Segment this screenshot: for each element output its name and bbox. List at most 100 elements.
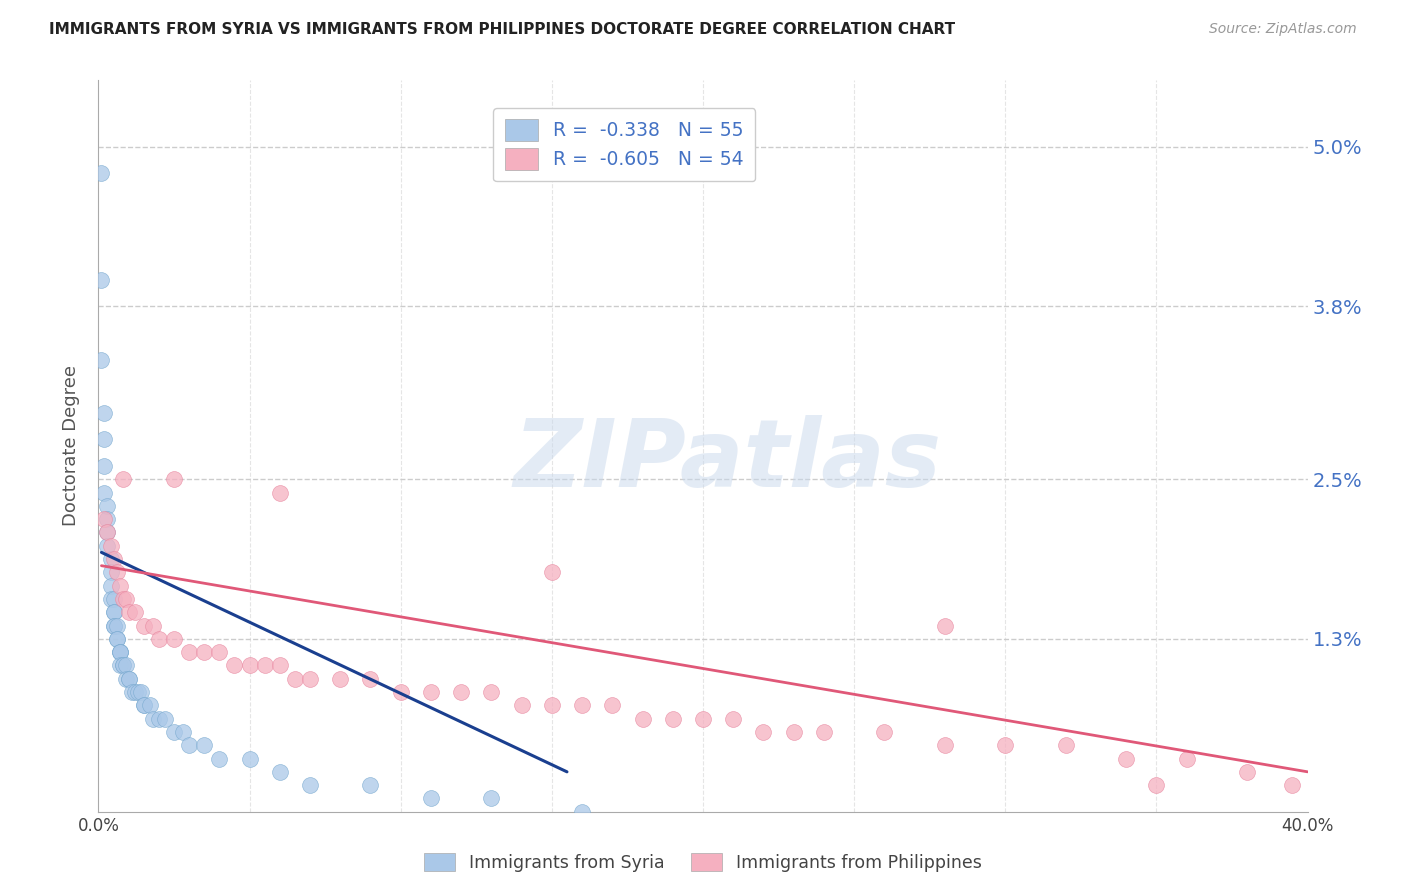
Text: ZIPatlas: ZIPatlas	[513, 415, 941, 507]
Point	[108, 658, 131, 673]
Point	[153, 712, 176, 726]
Point	[1236, 764, 1258, 779]
Point	[329, 672, 352, 686]
Point	[540, 698, 562, 713]
Point	[103, 618, 125, 632]
Point	[994, 738, 1017, 752]
Point	[148, 712, 170, 726]
Text: Source: ZipAtlas.com: Source: ZipAtlas.com	[1209, 22, 1357, 37]
Point	[193, 738, 215, 752]
Point	[100, 579, 122, 593]
Point	[100, 591, 122, 606]
Point	[118, 672, 141, 686]
Y-axis label: Doctorate Degree: Doctorate Degree	[62, 366, 80, 526]
Point	[114, 591, 136, 606]
Point	[269, 658, 291, 673]
Point	[934, 738, 956, 752]
Point	[571, 698, 593, 713]
Point	[752, 725, 775, 739]
Point	[299, 778, 322, 792]
Point	[481, 791, 503, 805]
Point	[692, 712, 714, 726]
Point	[96, 525, 118, 540]
Point	[193, 645, 215, 659]
Point	[108, 579, 131, 593]
Point	[360, 672, 382, 686]
Point	[481, 685, 503, 699]
Legend: R =  -0.338   N = 55, R =  -0.605   N = 54: R = -0.338 N = 55, R = -0.605 N = 54	[494, 108, 755, 181]
Point	[239, 751, 262, 765]
Point	[163, 632, 186, 646]
Point	[105, 618, 128, 632]
Point	[100, 566, 122, 580]
Point	[118, 672, 141, 686]
Point	[96, 539, 118, 553]
Point	[208, 751, 231, 765]
Point	[934, 618, 956, 632]
Point	[420, 791, 443, 805]
Point	[1281, 778, 1303, 792]
Point	[93, 512, 115, 526]
Point	[93, 433, 115, 447]
Point	[873, 725, 896, 739]
Point	[132, 698, 155, 713]
Point	[132, 618, 155, 632]
Point	[108, 645, 131, 659]
Point	[124, 685, 146, 699]
Point	[269, 485, 291, 500]
Point	[90, 166, 112, 180]
Point	[389, 685, 412, 699]
Text: IMMIGRANTS FROM SYRIA VS IMMIGRANTS FROM PHILIPPINES DOCTORATE DEGREE CORRELATIO: IMMIGRANTS FROM SYRIA VS IMMIGRANTS FROM…	[49, 22, 955, 37]
Point	[93, 406, 115, 420]
Point	[100, 552, 122, 566]
Point	[723, 712, 745, 726]
Point	[103, 591, 125, 606]
Point	[96, 499, 118, 513]
Point	[96, 525, 118, 540]
Point	[142, 712, 165, 726]
Point	[118, 605, 141, 619]
Point	[813, 725, 835, 739]
Point	[139, 698, 162, 713]
Point	[163, 725, 186, 739]
Point	[121, 685, 143, 699]
Point	[602, 698, 624, 713]
Point	[163, 472, 186, 486]
Point	[783, 725, 806, 739]
Point	[224, 658, 246, 673]
Point	[108, 645, 131, 659]
Point	[114, 658, 136, 673]
Point	[129, 685, 152, 699]
Point	[208, 645, 231, 659]
Point	[127, 685, 149, 699]
Point	[93, 458, 115, 473]
Point	[105, 632, 128, 646]
Point	[239, 658, 262, 673]
Point	[1115, 751, 1137, 765]
Point	[103, 605, 125, 619]
Point	[420, 685, 443, 699]
Point	[111, 591, 134, 606]
Point	[1175, 751, 1198, 765]
Point	[103, 605, 125, 619]
Point	[108, 645, 131, 659]
Point	[132, 698, 155, 713]
Point	[631, 712, 654, 726]
Point	[661, 712, 683, 726]
Point	[284, 672, 307, 686]
Point	[299, 672, 322, 686]
Point	[142, 618, 165, 632]
Point	[114, 672, 136, 686]
Point	[103, 552, 125, 566]
Point	[450, 685, 472, 699]
Point	[90, 352, 112, 367]
Point	[103, 618, 125, 632]
Legend: Immigrants from Syria, Immigrants from Philippines: Immigrants from Syria, Immigrants from P…	[418, 847, 988, 879]
Point	[510, 698, 533, 713]
Point	[1144, 778, 1167, 792]
Point	[172, 725, 194, 739]
Point	[111, 472, 134, 486]
Point	[179, 738, 201, 752]
Point	[540, 566, 562, 580]
Point	[124, 605, 146, 619]
